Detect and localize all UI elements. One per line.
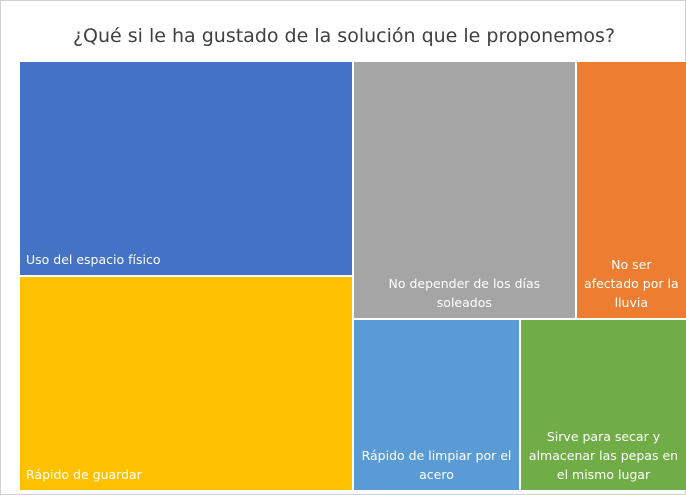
treemap-tile: No ser afectado por la lluvia [575,61,686,319]
treemap-tile: Rápido de limpiar por el acero [353,319,520,491]
tile-label: Rápido de limpiar por el acero [361,448,512,482]
tile-label: Rápido de guardar [26,467,142,482]
chart-title: ¿Qué si le ha gustado de la solución que… [72,25,616,47]
treemap-tile: No depender de los días soleados [353,61,576,319]
treemap-tile: Uso del espacio físico [19,61,353,276]
tile-label: No depender de los días soleados [388,276,541,310]
treemap-tile: Rápido de guardar [19,276,353,491]
tile-label: Uso del espacio físico [26,252,161,267]
plot-area: Uso del espacio físico Rápido de guardar N… [19,61,686,491]
tile-label: Sirve para secar y almacenar las pepas e… [528,429,679,482]
treemap-tile: Sirve para secar y almacenar las pepas e… [520,319,686,491]
tile-label: No ser afectado por la lluvia [584,257,679,310]
